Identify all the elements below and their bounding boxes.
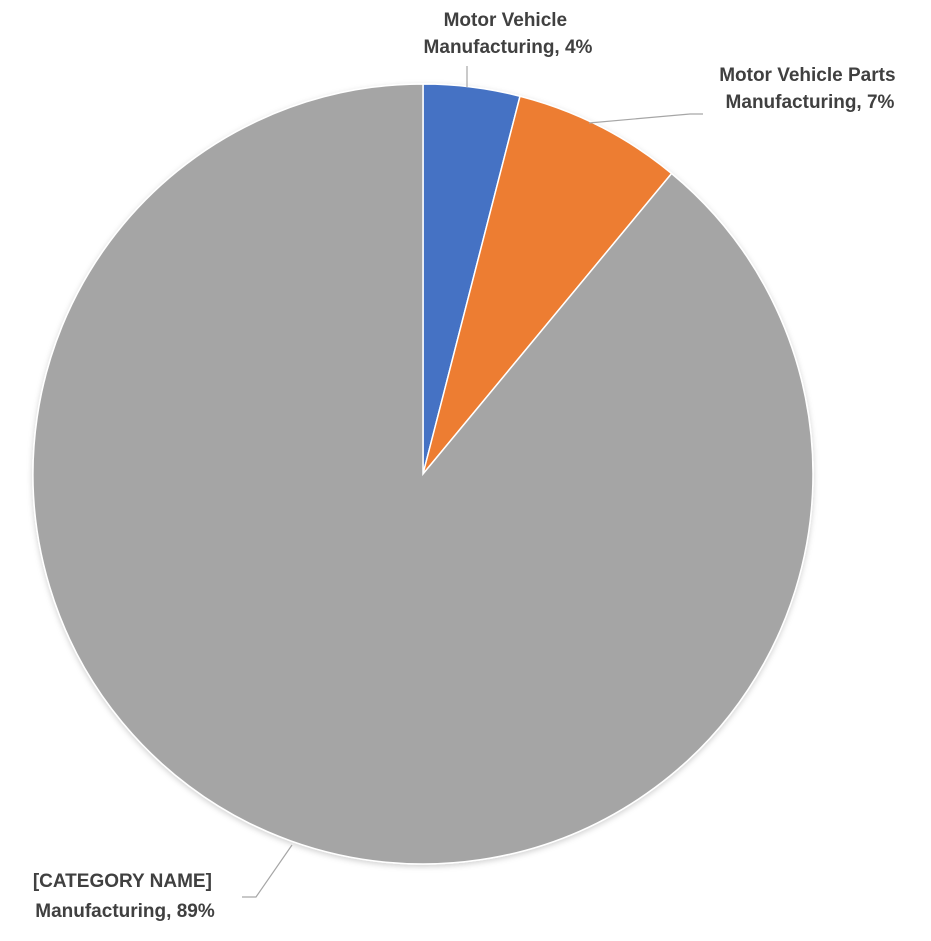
svg-text:[CATEGORY NAME] Manufact: [CATEGORY NAME] Manufacturing, 89% xyxy=(33,871,217,922)
pie-slice-2 xyxy=(422,95,673,475)
leader-line-3 xyxy=(242,844,293,898)
slice-label-line: Motor Vehicle Parts xyxy=(719,65,895,86)
leader-line-2 xyxy=(588,113,703,124)
slice-label-category-name: [CATEGORY NAME] Manufacturing, 89% xyxy=(33,871,217,922)
slice-label-motor-vehicle-parts: Motor Vehicle Parts Manufacturing, 7% xyxy=(719,65,901,113)
slice-label-line: Manufacturing, 4% xyxy=(424,37,593,58)
pie-slice-3 xyxy=(32,83,814,865)
slice-label-line: Manufacturing, 7% xyxy=(726,92,895,113)
slice-label-line: [CATEGORY NAME] xyxy=(33,871,212,892)
leader-lines xyxy=(242,66,703,898)
slice-label-motor-vehicle: Motor Vehicle Manufacturing, 4% xyxy=(424,10,593,58)
slice-label-line: Manufacturing, 89% xyxy=(35,901,215,922)
pie-slices xyxy=(32,83,814,865)
slice-label-line: Motor Vehicle xyxy=(444,10,568,31)
svg-text:Motor Vehicle Manufactur: Motor Vehicle Manufacturing, 4% xyxy=(424,10,593,58)
svg-text:Motor Vehicle Parts Manu: Motor Vehicle Parts Manufacturing, 7% xyxy=(719,65,901,113)
